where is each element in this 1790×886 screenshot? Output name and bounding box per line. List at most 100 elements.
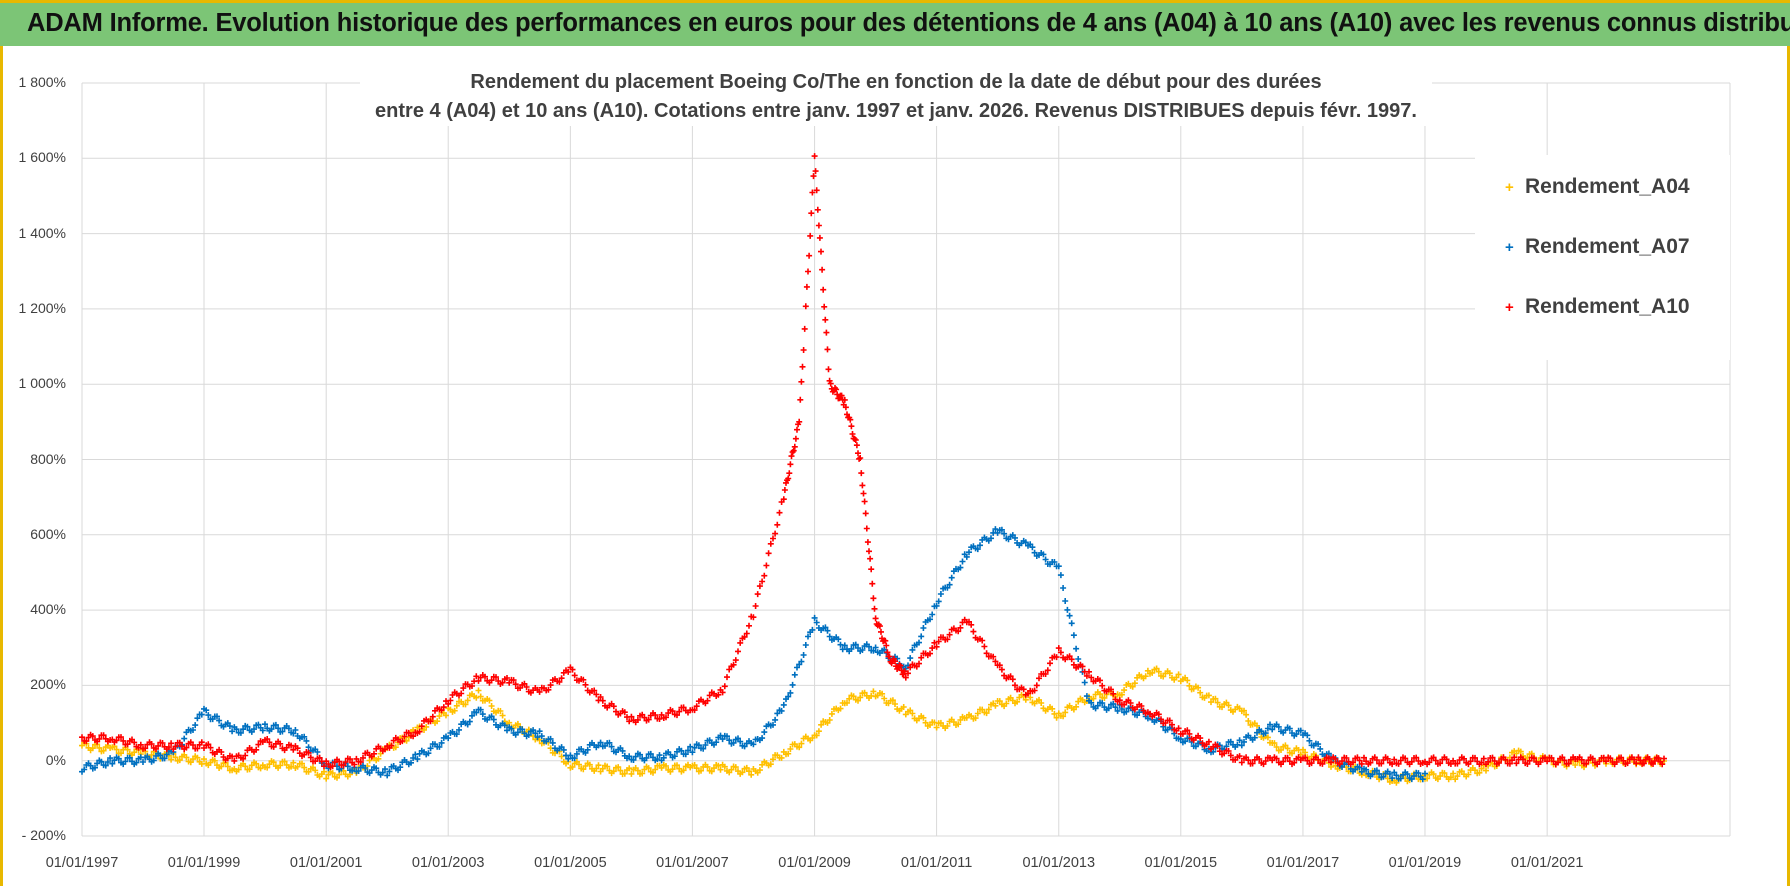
data-point: [606, 739, 613, 746]
data-point: [314, 749, 321, 755]
data-point: [1044, 667, 1051, 674]
data-point: [700, 745, 707, 752]
data-point: [242, 763, 249, 770]
data-point: [790, 447, 797, 454]
data-point: [626, 753, 633, 760]
data-point: [532, 730, 539, 737]
data-point: [810, 173, 817, 180]
data-point: [1123, 708, 1130, 715]
data-point: [730, 661, 737, 668]
data-point: [1478, 765, 1485, 772]
data-point: [183, 744, 190, 751]
data-point: [1646, 756, 1653, 762]
data-point: [207, 744, 214, 751]
data-point: [1068, 656, 1075, 663]
data-point: [1363, 766, 1370, 773]
data-point: [392, 744, 399, 751]
data-point: [844, 411, 850, 418]
data-point: [988, 535, 994, 542]
data-point: [1356, 757, 1363, 764]
data-point: [811, 614, 818, 621]
data-point: [1144, 715, 1151, 722]
data-point: [81, 766, 88, 773]
data-point: [828, 710, 835, 717]
data-point: [329, 763, 336, 770]
data-point: [1236, 753, 1243, 760]
data-point: [920, 625, 927, 631]
data-point: [1153, 665, 1160, 672]
data-point: [750, 614, 757, 621]
data-point: [181, 735, 188, 742]
data-point: [1483, 767, 1489, 774]
data-point: [884, 649, 891, 656]
data-point: [1404, 771, 1411, 778]
data-point: [878, 628, 884, 635]
data-point: [868, 566, 875, 573]
data-point: [218, 763, 225, 770]
data-point: [818, 248, 824, 255]
data-point: [517, 685, 524, 691]
data-point: [907, 655, 914, 662]
data-point: [1280, 758, 1287, 765]
x-tick-label: 01/01/1999: [167, 855, 241, 871]
data-point: [739, 769, 746, 776]
data-point: [918, 633, 925, 640]
data-point: [1208, 699, 1214, 706]
data-point: [447, 697, 454, 704]
data-point: [508, 725, 515, 732]
data-point: [621, 770, 628, 777]
data-point: [558, 675, 565, 682]
data-point: [1114, 707, 1121, 714]
data-point: [211, 757, 218, 764]
data-point: [1544, 758, 1551, 765]
legend-label-a04: Rendement_A04: [1525, 175, 1690, 198]
data-point: [979, 637, 986, 644]
data-point: [1142, 673, 1149, 680]
data-point: [870, 688, 877, 695]
data-point: [1271, 740, 1278, 747]
data-point: [1306, 737, 1313, 744]
data-point: [1022, 539, 1029, 546]
data-point: [591, 687, 598, 694]
data-point: [305, 749, 312, 756]
data-point: [569, 666, 576, 673]
data-point: [1186, 682, 1193, 689]
data-point: [1441, 770, 1448, 777]
data-point: [1264, 725, 1271, 732]
data-point: [1060, 713, 1067, 720]
data-point: [621, 709, 628, 716]
data-point: [1467, 758, 1474, 765]
data-point: [691, 707, 698, 714]
data-point: [1328, 759, 1334, 766]
data-point: [654, 756, 661, 762]
data-point: [183, 754, 190, 761]
data-point: [109, 760, 116, 767]
data-point: [957, 564, 964, 571]
data-point: [379, 769, 386, 776]
data-point: [806, 252, 813, 259]
data-point: [748, 771, 755, 778]
data-point: [1262, 758, 1269, 764]
data-point: [246, 766, 253, 773]
data-point: [726, 737, 733, 744]
data-point: [813, 187, 820, 194]
data-point: [1308, 760, 1315, 767]
data-point: [785, 475, 792, 482]
data-point: [837, 705, 844, 712]
data-point: [937, 591, 944, 597]
data-point: [776, 509, 783, 516]
data-point: [240, 755, 247, 762]
data-point: [724, 674, 730, 681]
data-point: [656, 716, 663, 722]
data-point: [571, 755, 578, 762]
data-point: [1214, 699, 1221, 706]
data-point: [1367, 759, 1374, 766]
data-point: [477, 693, 484, 700]
data-point: [1112, 704, 1119, 711]
data-point: [113, 746, 120, 753]
data-point: [901, 668, 908, 675]
data-point: [1659, 761, 1666, 768]
data-point: [305, 744, 312, 751]
data-point: [534, 734, 541, 741]
data-point: [857, 694, 864, 701]
